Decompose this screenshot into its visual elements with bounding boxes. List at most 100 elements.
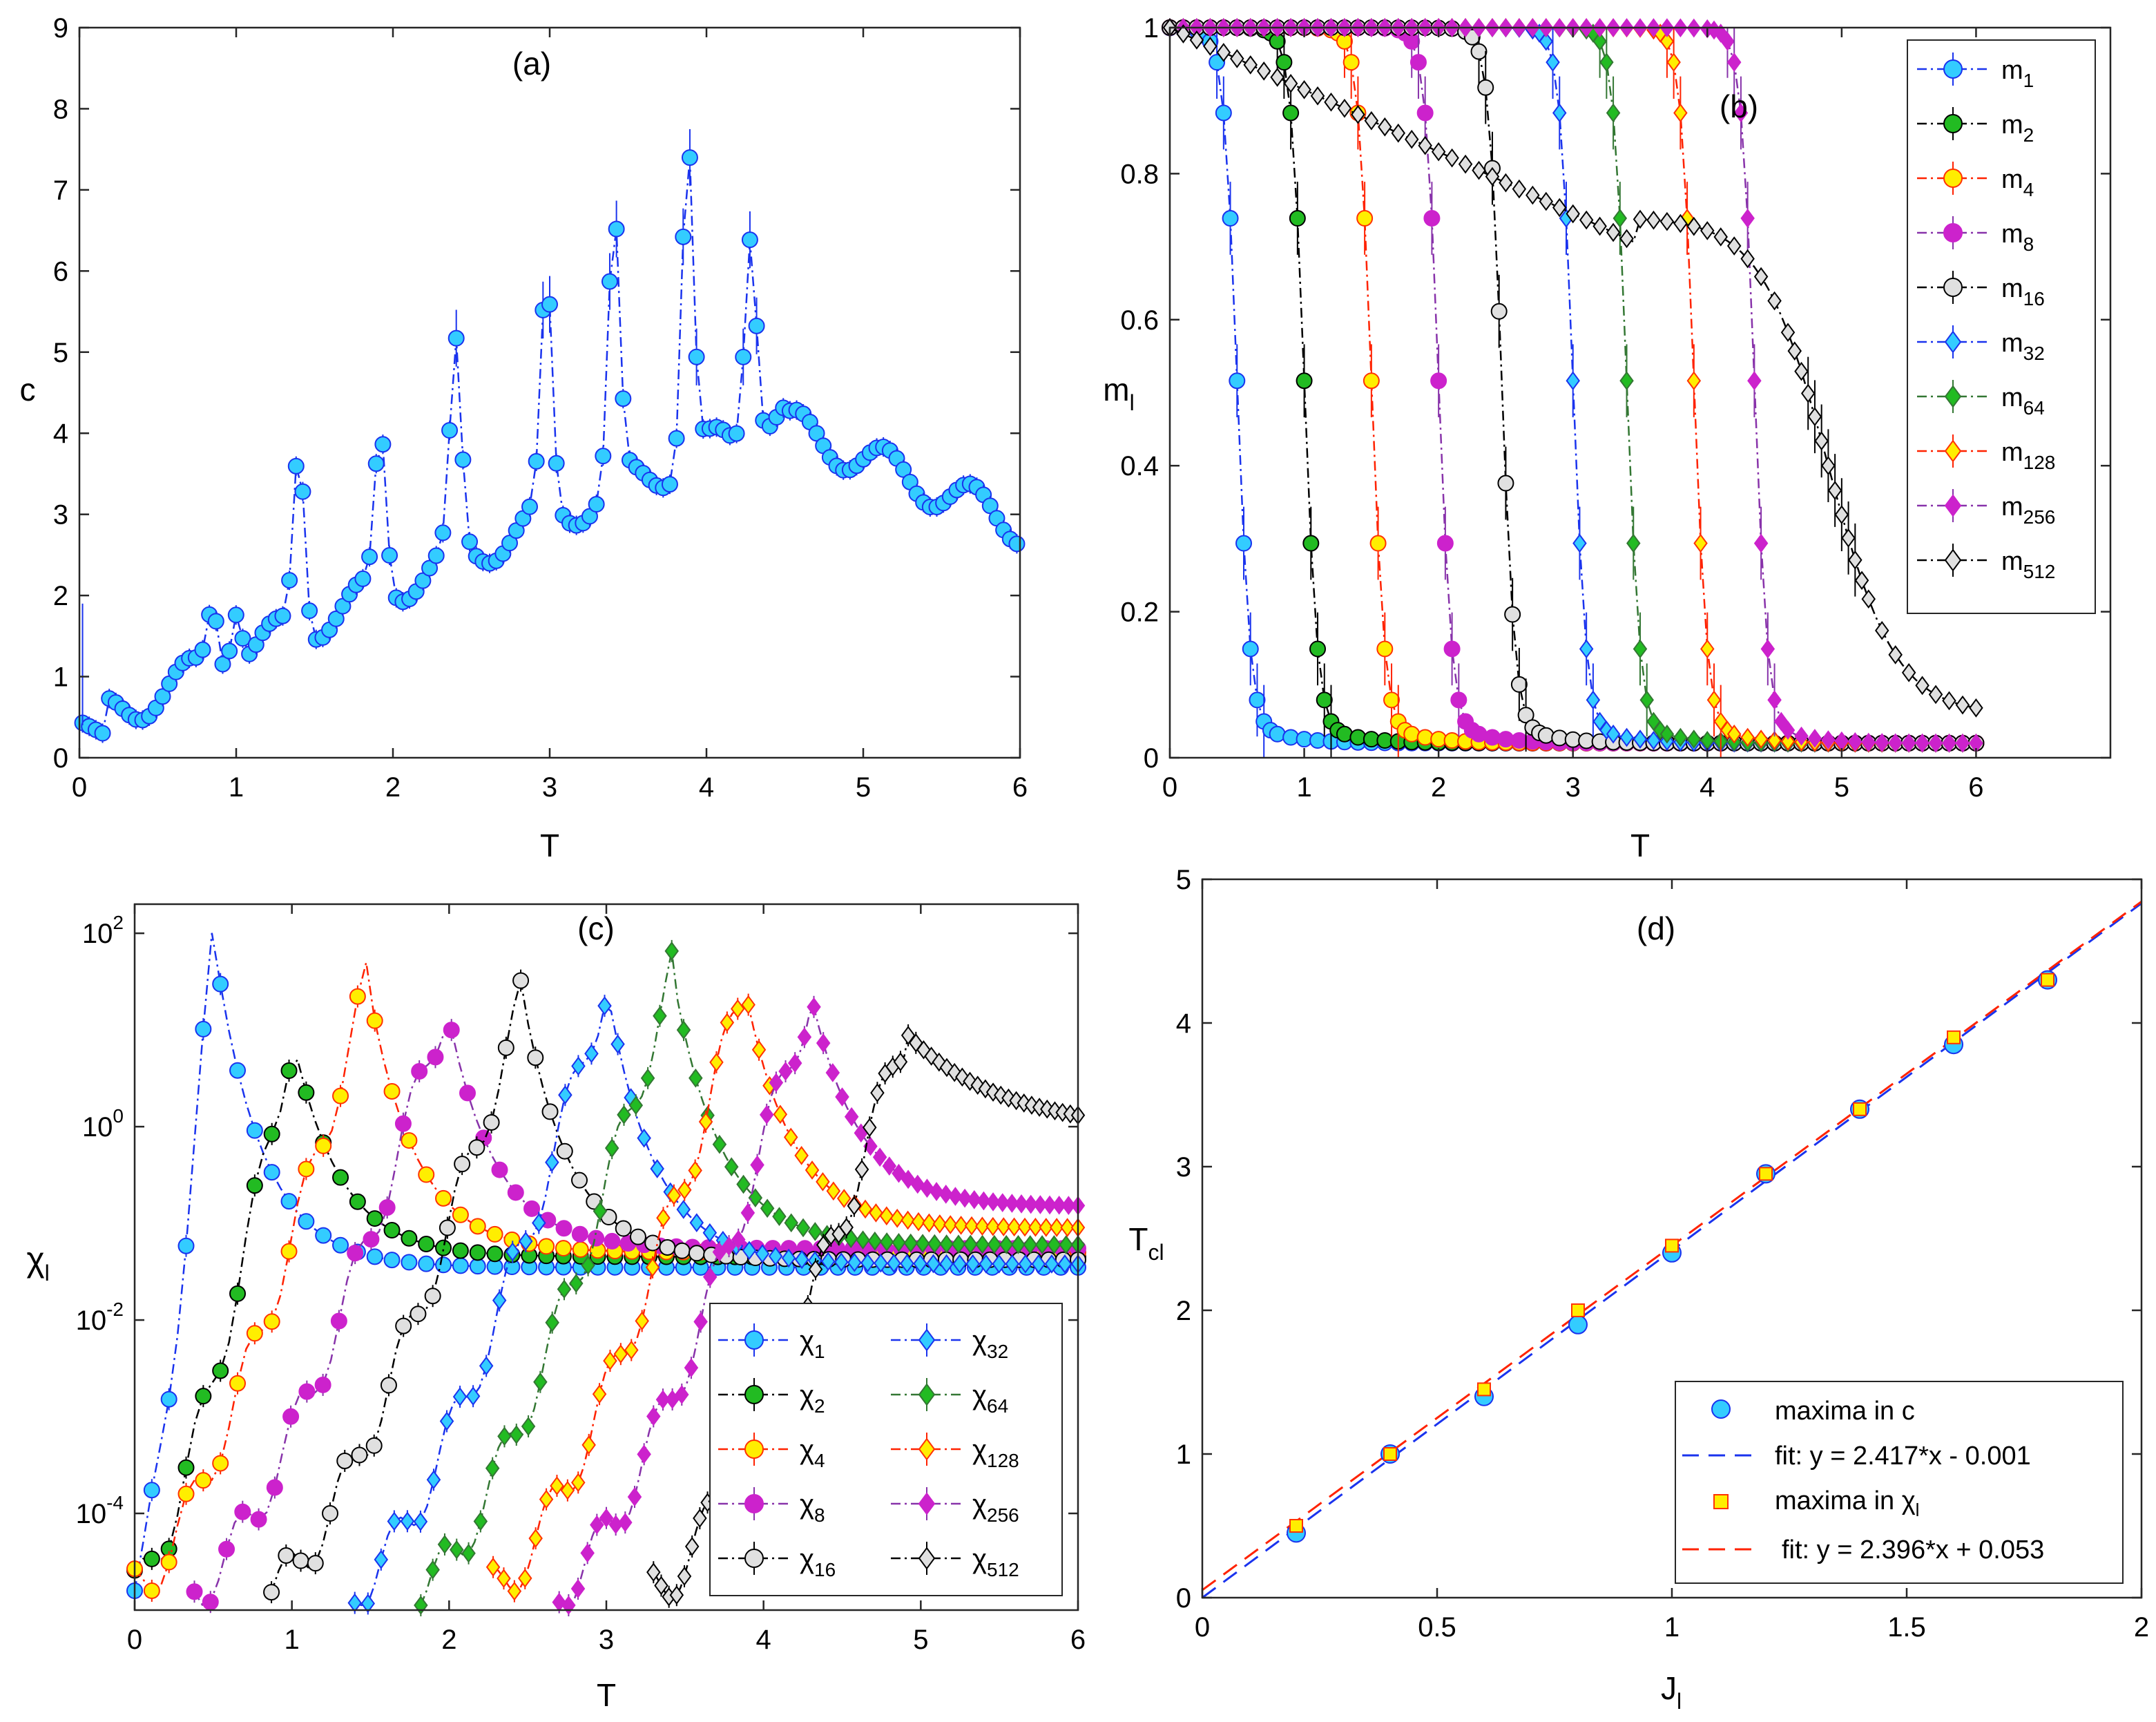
panel-c-point-8-20: [646, 1406, 661, 1426]
panel-b-point-8-112: [1915, 733, 1929, 753]
panel-d-legend-marker-chi: [1713, 1494, 1729, 1509]
panel-c-point-3-18: [330, 1312, 347, 1330]
panel-c-legend-label-base-2: χ: [800, 1435, 814, 1465]
panel-c-legend-label-sub-9: 512: [987, 1559, 1019, 1580]
panel-d-ytick-label-1: 1: [1176, 1439, 1191, 1470]
panel-a-point-22: [221, 642, 238, 660]
panel-b-point-4-45: [1463, 28, 1481, 46]
panel-c-point-8-98: [1014, 1194, 1029, 1214]
panel-b-point-5-66: [1606, 724, 1621, 744]
panel-a-point-77: [588, 496, 605, 513]
panel-c-point-8-96: [1005, 1194, 1019, 1213]
panel-c-point-8-60: [835, 1087, 849, 1107]
panel-b-point-9-22: [1310, 86, 1325, 106]
panel-b-point-0-11: [1235, 535, 1253, 552]
panel-c-point-4-24: [439, 1219, 456, 1236]
panel-c-point-5-46: [650, 1159, 664, 1178]
panel-c-point-8-42: [750, 1155, 764, 1175]
panel-c-point-4-22: [424, 1288, 441, 1305]
panel-b-legend-marker-3: [1943, 223, 1963, 242]
panel-b-point-9-2: [1176, 24, 1191, 44]
panel-b-point-9-28: [1351, 104, 1365, 124]
panel-c-ytick-base-3: 10: [82, 919, 113, 949]
panel-a-point-71: [548, 455, 565, 472]
panel-c-point-2-8: [195, 1472, 212, 1489]
panel-b-point-9-120: [1969, 698, 1983, 718]
panel-c-point-8-36: [722, 1236, 736, 1256]
panel-b-legend-label-9: m512: [2001, 547, 2055, 582]
panel-c-point-6-18: [521, 1417, 536, 1436]
panel-c-point-4-20: [410, 1305, 427, 1323]
panel-b-legend-label-base-4: m: [2001, 274, 2023, 303]
panel-c-point-5-26: [519, 1232, 533, 1251]
panel-c-legend-label-base-5: χ: [972, 1326, 987, 1356]
panel-b-point-0-7: [1209, 54, 1226, 71]
panel-b-point-9-4: [1189, 30, 1204, 50]
panel-b-point-9-116: [1942, 691, 1956, 711]
panel-c-point-6-92: [963, 1234, 978, 1254]
panel-c-point-6-56: [748, 1188, 763, 1207]
panel-c-legend-label-sub-4: 16: [814, 1559, 836, 1580]
panel-c-point-6-46: [689, 1068, 703, 1088]
panel-d-ticks: 0 0.5 1 1.5 2 0 1 2 3 4 5: [1176, 865, 2149, 1643]
panel-c-point-0-24: [332, 1236, 349, 1254]
panel-b-point-1-28: [1349, 729, 1367, 746]
panel-b-ytick-label-4: 0.8: [1120, 159, 1159, 189]
panel-c-point-6-96: [987, 1234, 1002, 1254]
panel-c-xtick-label-4: 4: [756, 1625, 771, 1655]
panel-c-point-8-80: [929, 1182, 944, 1201]
panel-a-point-58: [461, 533, 479, 551]
panel-b-legend-label-1: m2: [2001, 111, 2034, 146]
panel-c-point-5-6: [387, 1511, 402, 1531]
panel-b-point-2-29: [1356, 210, 1374, 227]
panel-b-point-9-80: [1700, 221, 1715, 240]
panel-a-ytick-label-7: 7: [53, 175, 68, 206]
panel-b-legend-label-sub-3: 8: [2023, 233, 2034, 255]
panel-c-point-5-86: [913, 1254, 927, 1274]
panel-b-point-6-70: [1633, 639, 1648, 659]
panel-c-point-7-60: [805, 1160, 820, 1180]
panel-c-point-5-88: [926, 1254, 941, 1274]
panel-c-xtick-label-1: 1: [285, 1625, 300, 1655]
panel-c-legend-label-base-7: χ: [972, 1435, 987, 1465]
panel-c-point-8-18: [637, 1444, 651, 1464]
panel-c-point-8-8: [590, 1515, 604, 1535]
panel-b-point-8-96: [1807, 729, 1822, 748]
panel-c-point-6-26: [569, 1274, 584, 1293]
panel-b-point-3-42: [1443, 640, 1461, 658]
panel-c-point-3-24: [378, 1199, 396, 1216]
panel-c-ytick-label-3: 102: [82, 912, 124, 949]
panel-b-point-4-50: [1497, 475, 1514, 492]
panel-c-legend-label-base-1: χ: [800, 1380, 814, 1410]
panel-d-point-chi-2: [1477, 1382, 1491, 1397]
panel-b-ytick-label-0: 0: [1144, 743, 1159, 774]
panel-b-point-9-38: [1418, 135, 1432, 155]
panel-c-legend-marker-6: [918, 1383, 936, 1406]
panel-b-point-9-32: [1378, 117, 1392, 137]
panel-c-point-6-32: [604, 1138, 619, 1158]
panel-c-point-5-24: [505, 1242, 520, 1262]
panel-b-ytick-label-3: 0.6: [1120, 305, 1159, 336]
panel-c-point-7-76: [889, 1208, 905, 1228]
panel-a-xtick-label-3: 3: [542, 772, 557, 803]
panel-d-point-chi-3: [1571, 1303, 1585, 1317]
panel-c-point-8-68: [872, 1147, 887, 1167]
panel-c-line-6: [420, 950, 1078, 1606]
panel-c-legend-marker-2: [744, 1439, 764, 1459]
panel-c-point-4-40: [556, 1142, 573, 1160]
panel-c-point-7-90: [964, 1216, 979, 1236]
panel-c-point-5-102: [1018, 1254, 1033, 1274]
panel-b-point-4-53: [1517, 707, 1534, 724]
panel-c-point-7-50: [751, 1040, 767, 1060]
panel-b-point-7-76: [1673, 103, 1688, 123]
panel-c-point-4-4: [292, 1552, 309, 1569]
panel-c-point-3-32: [443, 1022, 460, 1039]
panel-c-point-8-46: [769, 1073, 784, 1093]
panel-a-point-43: [361, 548, 378, 566]
panel-b-legend-marker-2: [1943, 169, 1963, 188]
panel-c-point-2-50: [555, 1240, 572, 1257]
panel-c-ytick-base-2: 10: [82, 1112, 113, 1142]
panel-c-point-1-2: [143, 1550, 160, 1567]
panel-c-point-6-58: [760, 1198, 775, 1218]
panel-d-xtick-label-4: 2: [2134, 1612, 2149, 1643]
